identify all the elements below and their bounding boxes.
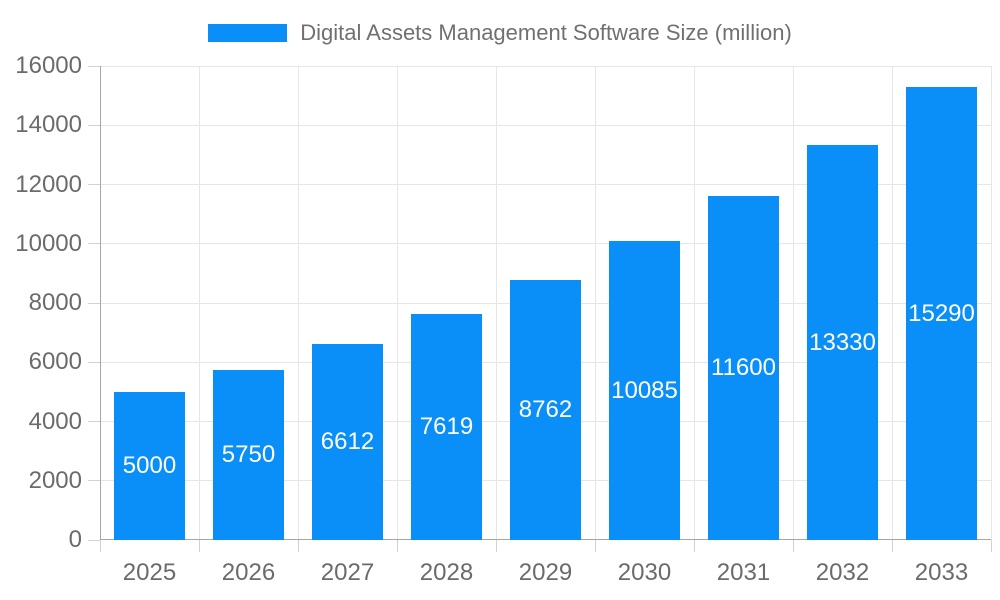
bar-2030: 10085 [609,241,680,540]
legend: Digital Assets Management Software Size … [0,18,1000,48]
bar-value-label: 5000 [122,451,177,479]
x-axis-tick [198,540,200,552]
bar-2028: 7619 [411,314,482,540]
y-axis-tick [88,243,100,245]
y-axis-tick [88,421,100,422]
x-axis-tick-label: 2026 [221,559,276,586]
x-axis-tick [594,540,596,552]
y-axis-tick [88,302,100,304]
gridline-horizontal [100,243,991,245]
bar-2033: 15290 [906,87,977,540]
y-axis-line [100,66,101,540]
x-axis-tick [891,540,893,552]
gridline-vertical [396,66,398,540]
y-axis-tick-label: 16000 [15,52,82,79]
y-axis-tick-label: 10000 [15,229,82,257]
y-axis-tick-label: 8000 [28,289,82,316]
gridline-horizontal [100,184,991,185]
y-axis-tick [88,480,100,482]
x-axis-tick [990,540,992,552]
y-axis-tick-label: 6000 [28,348,82,376]
gridline-vertical [198,66,200,540]
y-axis-tick [88,539,100,541]
bar-2032: 13330 [807,145,878,540]
x-axis-tick-label: 2031 [716,559,771,586]
bar-2029: 8762 [510,280,581,540]
x-axis-tick [396,540,398,552]
bar-value-label: 6612 [320,428,375,456]
y-axis-tick [88,124,100,126]
gridline-horizontal [100,65,991,67]
legend-swatch [208,24,288,42]
y-axis-tick-label: 4000 [28,407,82,435]
x-axis-tick [297,540,299,552]
bar-2026: 5750 [213,369,284,540]
y-axis-tick-label: 0 [68,526,82,553]
gridline-vertical [792,66,794,540]
x-axis-tick [99,540,101,552]
x-axis-tick [792,540,794,552]
y-axis-tick-label: 12000 [15,170,82,198]
gridline-vertical [297,66,299,540]
gridline-vertical [693,66,695,540]
gridline-vertical [594,66,596,540]
bar-value-label: 10085 [611,376,678,404]
bar-value-label: 8762 [518,396,573,424]
x-axis-tick-label: 2027 [320,559,375,586]
gridline-vertical [990,66,992,540]
legend-label: Digital Assets Management Software Size … [300,20,792,45]
gridline-horizontal [100,124,991,126]
x-axis-tick-label: 2025 [122,559,177,586]
y-axis-tick [88,65,100,67]
gridline-vertical [891,66,893,540]
y-axis-tick [88,184,100,185]
x-axis-tick-label: 2032 [815,559,870,586]
gridline-vertical [495,66,497,540]
x-axis-tick-label: 2030 [617,559,672,586]
bar-value-label: 11600 [711,354,776,382]
x-axis-tick [495,540,497,552]
bar-2025: 5000 [114,391,185,540]
bar-value-label: 5750 [221,440,276,468]
bar-value-label: 15290 [908,299,975,327]
x-axis-tick-label: 2029 [518,559,573,586]
x-axis-tick-label: 2028 [419,559,474,586]
plot-area: 5000 5750 6612 7619 8762 10085 11600 13330 15290 [100,65,992,540]
bar-value-label: 13330 [809,328,876,356]
y-axis-tick-label: 14000 [15,111,82,139]
bar-value-label: 7619 [419,413,474,441]
x-axis-tick [693,540,695,552]
y-axis-tick-label: 2000 [28,466,82,494]
bar-2031: 11600 [708,196,779,540]
bar-2027: 6612 [312,344,383,540]
y-axis-tick [88,361,100,363]
x-axis-tick-label: 2033 [914,559,969,586]
